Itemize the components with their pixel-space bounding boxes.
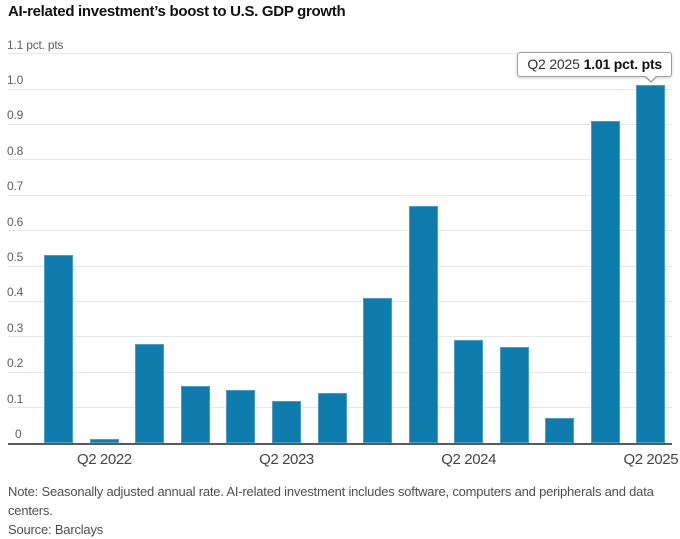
gridline — [8, 230, 672, 232]
gridline — [8, 336, 672, 338]
note-text: Note: Seasonally adjusted annual rate. A… — [8, 484, 654, 518]
bar-q4-2023[interactable] — [363, 298, 393, 443]
bar-q1-2025[interactable] — [590, 121, 620, 443]
gridline — [8, 88, 672, 90]
bar-chart: Q2 2025 1.01 pct. pts 0 0.1 0.2 0.3 0.4 0.5 0.6… — [7, 37, 679, 468]
y-axis-tick-label: 0.8 — [7, 143, 24, 158]
gridline — [8, 265, 672, 267]
x-axis-line — [8, 443, 672, 445]
y-axis-tick-label: 0.2 — [7, 356, 24, 371]
y-axis-tick-label: 0.4 — [7, 285, 24, 300]
x-axis-tick-label: Q2 2025 — [623, 451, 679, 468]
y-axis-tick-label: 1.0 — [7, 73, 24, 87]
x-axis-tick-label: Q2 2022 — [76, 451, 132, 468]
tooltip-arrow-icon — [645, 75, 657, 81]
gridline — [8, 371, 672, 373]
bar-q2-2022[interactable] — [89, 439, 119, 443]
y-axis-tick-label: 0.3 — [7, 320, 24, 335]
bar-q1-2023[interactable] — [226, 390, 256, 443]
y-axis-tick-label: 0.7 — [7, 179, 24, 194]
chart-footer: Note: Seasonally adjusted annual rate. A… — [8, 482, 676, 539]
chart-title: AI-related investment’s boost to U.S. GD… — [8, 3, 346, 20]
y-axis-tick-label: 1.1 pct. pts — [7, 37, 64, 52]
bar-q2-2023[interactable] — [272, 401, 301, 443]
source-text: Source: Barclays — [8, 522, 104, 537]
bar-q1-2024[interactable] — [408, 206, 438, 443]
x-axis-tick-label: Q2 2024 — [441, 451, 497, 468]
gridline — [8, 159, 672, 161]
bar-q3-2023[interactable] — [317, 393, 347, 443]
tooltip-value: 1.01 pct. pts — [583, 56, 663, 72]
bar-q1-2022[interactable] — [44, 255, 74, 443]
gridline — [8, 53, 672, 55]
gridline — [8, 300, 672, 302]
bar-q4-2024[interactable] — [545, 418, 575, 443]
y-axis-tick-label: 0.5 — [7, 250, 24, 264]
chart-tooltip: Q2 2025 1.01 pct. pts — [517, 52, 672, 83]
y-axis-tick-label: 0.9 — [7, 108, 24, 123]
bar-q2-2024[interactable] — [454, 340, 484, 443]
tooltip-category: Q2 2025 — [527, 56, 580, 72]
y-axis-tick-label: 0 — [15, 427, 22, 441]
gridline — [8, 194, 672, 196]
bar-q3-2024[interactable] — [499, 347, 529, 443]
y-axis-tick-label: 0.1 — [7, 391, 24, 406]
gridline — [8, 123, 672, 125]
bar-q4-2022[interactable] — [180, 386, 210, 443]
x-axis-tick-label: Q2 2023 — [259, 451, 314, 468]
bar-q2-2025[interactable] — [636, 85, 666, 443]
bar-q3-2022[interactable] — [135, 344, 165, 443]
y-axis-tick-label: 0.6 — [7, 214, 24, 229]
